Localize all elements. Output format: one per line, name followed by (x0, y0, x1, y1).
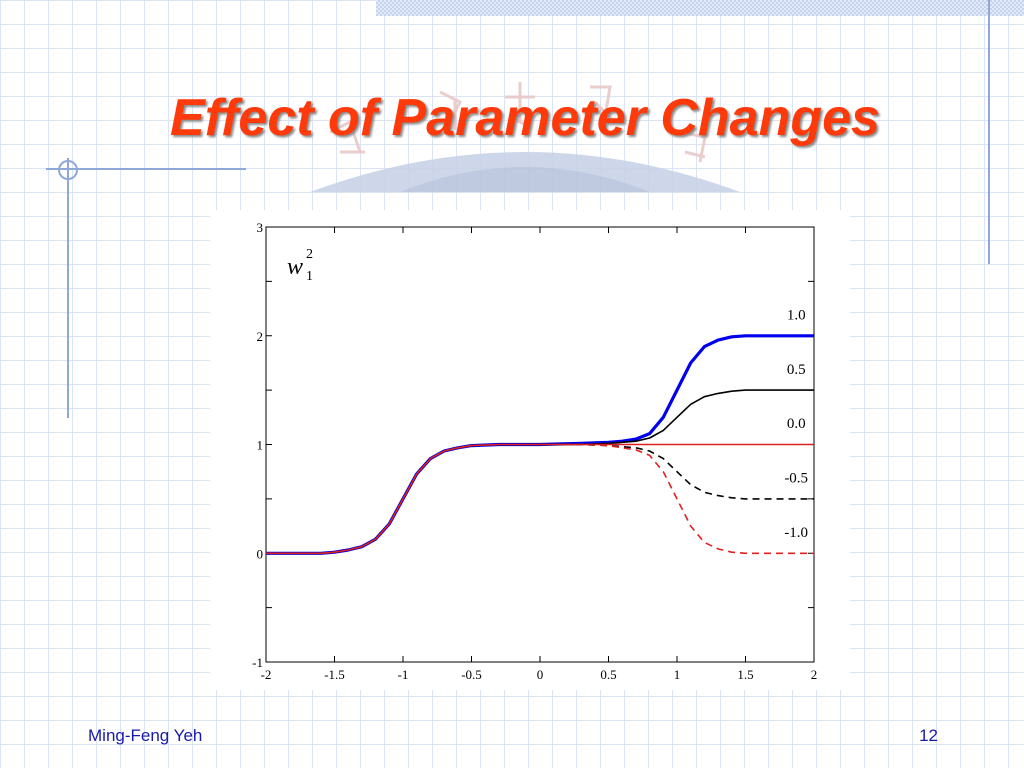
slide-title: Effect of Parameter Changes (170, 89, 880, 147)
series-annotation: 0.0 (787, 416, 806, 432)
chart-panel: -2 -1.5 -1 -0.5 0 0.5 1 1.5 2 -1 0 1 2 3 1.0 0.5 0.0 -0.… (210, 210, 850, 690)
series-lines (266, 334, 814, 555)
footer-page-number: 12 (919, 726, 938, 745)
x-tick-label: -0.5 (461, 667, 482, 682)
series-line--0_5 (540, 443, 814, 500)
y-tick-label: 2 (257, 329, 264, 344)
parameter-change-line-chart: -2 -1.5 -1 -0.5 0 0.5 1 1.5 2 -1 0 1 2 3 1.0 0.5 0.0 -0.… (252, 220, 817, 682)
y-tick-label: 3 (257, 220, 264, 235)
axis-ticks: -2 -1.5 -1 -0.5 0 0.5 1 1.5 2 -1 0 1 2 3 (252, 220, 817, 682)
y-axis-label-subscript: 1 (306, 269, 313, 284)
decorative-vertical-line-right (988, 0, 990, 264)
decorative-circle-icon (58, 160, 78, 180)
decorative-vertical-line-left (67, 158, 69, 418)
y-axis-label-superscript: 2 (306, 247, 313, 262)
y-axis-label: w 2 1 (287, 247, 313, 284)
x-tick-label: -2 (261, 667, 272, 682)
series-annotation: 1.0 (787, 307, 806, 323)
x-tick-label: 0.5 (600, 667, 616, 682)
series-line-0_5 (266, 389, 814, 555)
x-tick-label: 2 (811, 667, 818, 682)
x-tick-label: 0 (537, 667, 544, 682)
series-annotation: -1.0 (784, 525, 808, 541)
y-axis-label-base: w (287, 254, 303, 280)
x-tick-label: -1.5 (324, 667, 345, 682)
series-annotations: 1.0 0.5 0.0 -0.5 -1.0 (784, 307, 808, 541)
x-tick-label: 1 (674, 667, 681, 682)
series-annotation: 0.5 (787, 362, 806, 378)
series-line--1_0 (540, 443, 814, 555)
y-tick-label: 1 (257, 438, 264, 453)
y-tick-label: 0 (257, 546, 264, 561)
series-line-0_0 (266, 443, 814, 555)
x-tick-label: 1.5 (737, 667, 753, 682)
decorative-horizontal-line (46, 168, 246, 170)
x-tick-label: -1 (398, 667, 409, 682)
university-seal-watermark (310, 82, 740, 192)
top-decorative-band (376, 0, 1024, 16)
series-annotation: -0.5 (784, 471, 808, 487)
y-tick-label: -1 (252, 655, 263, 670)
footer-author: Ming-Feng Yeh (88, 726, 203, 745)
